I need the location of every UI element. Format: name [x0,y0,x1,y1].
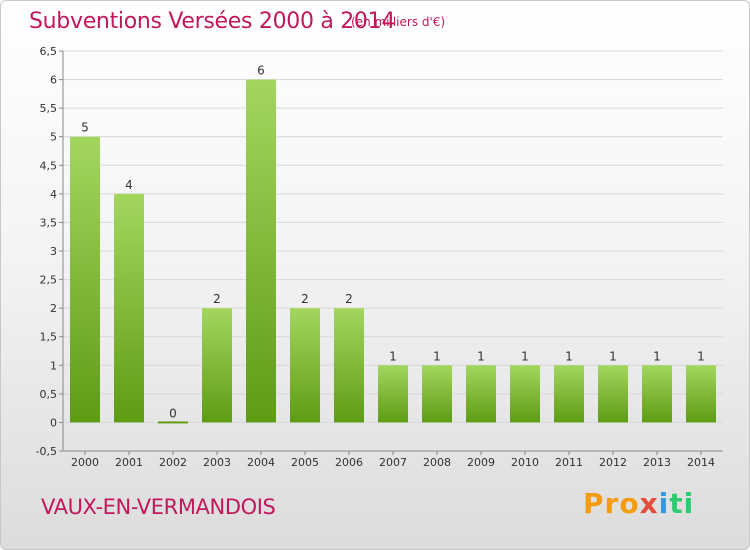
data-label-2007: 1 [389,349,397,363]
chart-title: Subventions Versées 2000 à 2014 [29,9,396,34]
x-tick-label: 2012 [599,456,627,469]
x-tick-label: 2002 [159,456,187,469]
x-tick-label: 2008 [423,456,451,469]
logo-part: Pro [583,487,640,520]
x-tick-label: 2007 [379,456,407,469]
y-tick-label: 1,5 [40,331,58,344]
x-tick-label: 2009 [467,456,495,469]
y-tick-label: 6 [50,74,57,87]
bar-2006 [334,308,364,423]
y-tick-label: 0,5 [40,388,58,401]
y-tick-label: 4,5 [40,159,58,172]
y-tick-label: 2 [50,302,57,315]
y-tick-label: 5,5 [40,102,58,115]
bar-2013 [642,365,672,423]
data-label-2002: 0 [169,406,177,420]
data-label-2010: 1 [521,349,529,363]
bar-2002 [158,421,188,424]
data-label-2014: 1 [697,349,705,363]
y-tick-label: 2,5 [40,274,58,287]
commune-name: VAUX-EN-VERMANDOIS [41,495,276,519]
data-label-2004: 6 [257,64,265,78]
y-tick-label: 3 [50,245,57,258]
data-label-2005: 2 [301,292,309,306]
data-label-2000: 5 [81,121,89,135]
bar-2012 [598,365,628,423]
x-tick-label: 2010 [511,456,539,469]
bar-2009 [466,365,496,423]
y-tick-label: 6,5 [40,45,58,58]
chart-unit: (en milliers d'€) [351,15,446,29]
bars [70,79,716,424]
proxiti-logo[interactable]: Proxiti [583,487,694,520]
x-tick-label: 2004 [247,456,275,469]
bar-2011 [554,365,584,423]
y-tick-label: 5 [50,131,57,144]
x-tick-label: 2011 [555,456,583,469]
logo-part: x [639,487,659,520]
bar-2001 [114,193,144,423]
data-label-2001: 4 [125,178,133,192]
bar-2010 [510,365,540,423]
data-label-2011: 1 [565,349,573,363]
x-tick-label: 2014 [687,456,715,469]
data-label-2009: 1 [477,349,485,363]
x-tick-label: 2001 [115,456,143,469]
data-label-2012: 1 [609,349,617,363]
axes: -0,5 0 0,5 1 1,5 2 2,5 3 3,5 4 4,5 5 5,5 6 6,5 2000 2001… [36,45,723,469]
bar-2008 [422,365,452,423]
bar-2007 [378,365,408,423]
data-labels: 5 4 0 2 6 2 2 1 1 1 1 1 1 1 1 [81,64,705,421]
y-tick-label: 4 [50,188,57,201]
data-label-2006: 2 [345,292,353,306]
x-tick-label: 2005 [291,456,319,469]
data-label-2003: 2 [213,292,221,306]
y-tick-label: 3,5 [40,216,58,229]
logo-part: ti [669,487,695,520]
y-tick-label: 0 [50,416,57,429]
x-tick-label: 2000 [71,456,99,469]
bar-2000 [70,136,100,423]
bar-2014 [686,365,716,423]
logo-part: i [658,487,670,520]
y-tick-label: -0,5 [36,445,57,458]
data-label-2013: 1 [653,349,661,363]
x-tick-label: 2006 [335,456,363,469]
x-tick-label: 2003 [203,456,231,469]
x-tick-label: 2013 [643,456,671,469]
bar-2003 [202,308,232,423]
bar-2005 [290,308,320,423]
y-tick-label: 1 [50,359,57,372]
data-label-2008: 1 [433,349,441,363]
bar-2004 [246,79,276,423]
